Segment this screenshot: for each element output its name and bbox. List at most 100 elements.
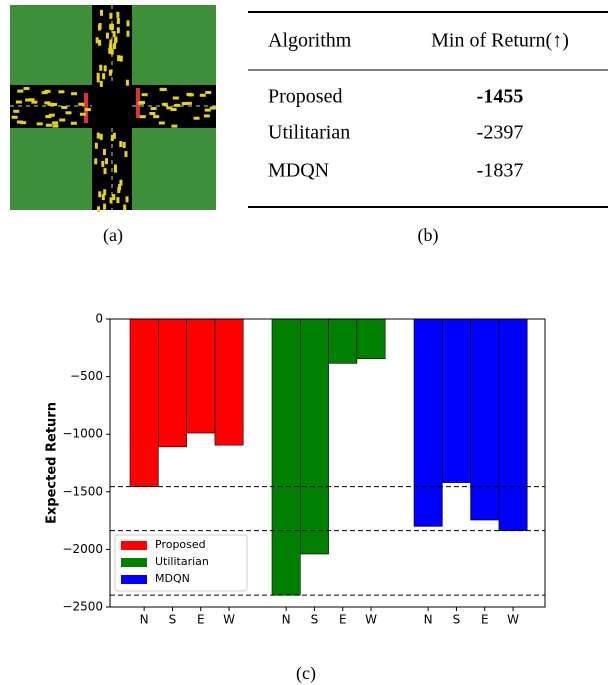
car (52, 124, 59, 128)
car (51, 103, 58, 107)
plot-frame (109, 318, 546, 608)
legend-label: MDQN (155, 572, 190, 585)
bar (186, 318, 216, 434)
car (103, 203, 107, 210)
car (113, 166, 117, 173)
table-cell: Utilitarian (268, 122, 350, 144)
car (102, 148, 106, 155)
car (96, 76, 100, 83)
car (160, 88, 167, 92)
table-cell: -2397 (477, 122, 524, 144)
car (117, 55, 121, 62)
caption: (a) (103, 225, 123, 246)
table-cell: -1455 (477, 86, 524, 108)
car (114, 36, 118, 43)
car (99, 9, 103, 16)
car (103, 189, 107, 196)
car (170, 108, 177, 112)
car (84, 108, 91, 112)
legend-label: Proposed (155, 538, 206, 551)
caption: (b) (418, 225, 439, 246)
bar (498, 318, 528, 531)
car (174, 103, 181, 107)
car (123, 204, 127, 211)
bar (271, 318, 301, 596)
car (28, 98, 35, 102)
y-tick-label: −500 (70, 369, 103, 383)
car (193, 116, 200, 120)
car (112, 31, 116, 38)
car (99, 133, 103, 140)
car (11, 115, 18, 119)
car (31, 100, 38, 104)
road (10, 85, 216, 128)
car (79, 112, 86, 116)
legend-swatch (121, 541, 147, 550)
car (99, 64, 103, 71)
car (185, 101, 192, 105)
car (125, 79, 129, 86)
x-tick-label: E (339, 613, 347, 627)
bar (214, 318, 244, 446)
car (126, 30, 130, 37)
x-tick-label: N (282, 613, 291, 627)
y-tick-label: −2000 (62, 542, 103, 556)
car (161, 102, 168, 106)
bar (129, 318, 159, 487)
car (44, 101, 51, 105)
car (44, 89, 51, 93)
x-tick-label: W (365, 613, 377, 627)
car (158, 121, 165, 125)
car (15, 100, 22, 104)
table-header: Algorithm (268, 30, 352, 52)
car (95, 37, 99, 44)
car (109, 12, 113, 19)
y-tick-label: −2500 (62, 600, 103, 614)
car (110, 134, 114, 141)
table-cell: -1837 (477, 160, 524, 182)
car (52, 121, 59, 125)
legend-swatch (121, 575, 147, 584)
car (125, 196, 129, 203)
x-tick-label: W (223, 613, 235, 627)
car (71, 92, 78, 96)
car (13, 109, 20, 113)
bar (299, 318, 329, 555)
car (98, 191, 102, 198)
car (45, 115, 52, 119)
caption: (c) (296, 663, 316, 684)
car (25, 98, 32, 102)
car (118, 184, 122, 191)
car (102, 73, 106, 80)
car (166, 106, 173, 110)
car (112, 194, 116, 201)
x-tick-label: N (424, 613, 433, 627)
bar (158, 318, 187, 448)
car (96, 132, 100, 139)
car (23, 87, 30, 91)
car (105, 158, 109, 165)
car (119, 55, 123, 62)
car (204, 108, 211, 112)
car (119, 141, 123, 148)
car (116, 18, 120, 25)
car (116, 197, 120, 204)
x-tick-label: W (507, 613, 519, 627)
car (141, 93, 148, 97)
x-tick-label: N (140, 613, 149, 627)
table-cell: Proposed (268, 86, 342, 108)
car (205, 90, 212, 94)
car (96, 72, 100, 79)
car (36, 122, 43, 126)
car (70, 121, 77, 125)
car (58, 90, 65, 94)
car (16, 120, 23, 124)
car (108, 69, 112, 76)
car (98, 39, 102, 46)
car (209, 106, 216, 110)
car (65, 111, 72, 115)
x-tick-label: S (169, 613, 177, 627)
car (117, 187, 121, 194)
car (116, 11, 120, 18)
car (45, 123, 52, 127)
